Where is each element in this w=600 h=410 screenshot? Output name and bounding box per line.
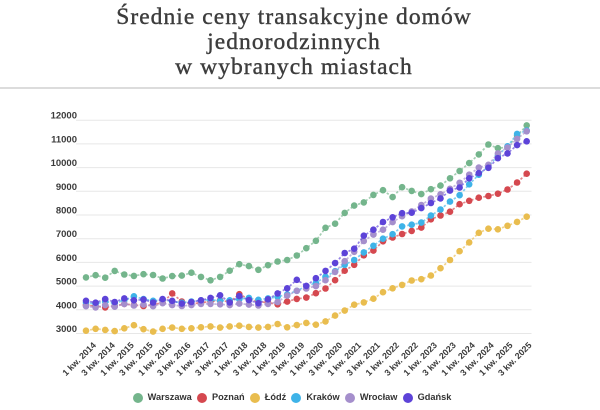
- svg-text:11000: 11000: [51, 134, 77, 145]
- svg-text:4000: 4000: [56, 300, 77, 311]
- svg-text:5000: 5000: [56, 277, 77, 288]
- svg-text:10000: 10000: [51, 158, 77, 169]
- svg-text:3000: 3000: [56, 324, 77, 335]
- svg-text:12000: 12000: [51, 111, 77, 122]
- svg-text:6000: 6000: [56, 253, 77, 264]
- svg-text:9000: 9000: [56, 182, 77, 193]
- svg-text:7000: 7000: [56, 229, 77, 240]
- svg-text:8000: 8000: [56, 206, 77, 217]
